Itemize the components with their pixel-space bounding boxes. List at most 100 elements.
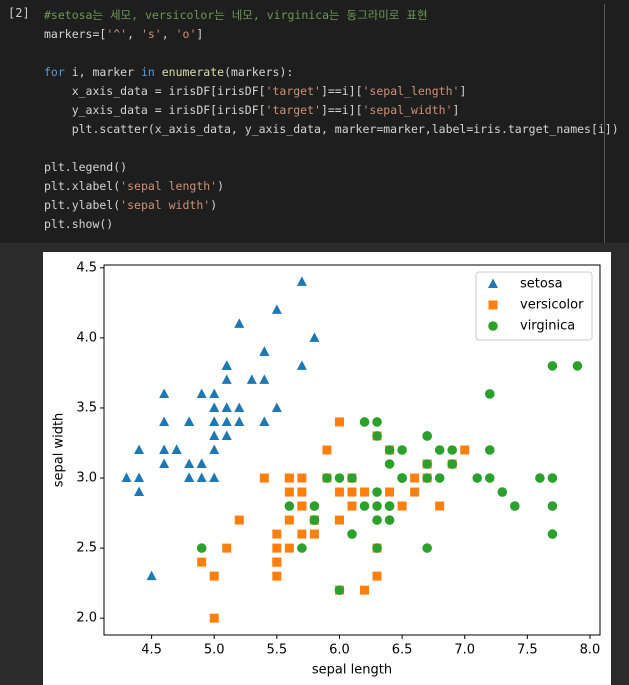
marker-triangle [159,416,170,426]
marker-circle [422,431,432,441]
marker-square [334,417,344,427]
marker-triangle [488,278,498,288]
marker-circle [309,501,320,511]
marker-circle [535,473,545,483]
marker-triangle [296,276,307,286]
marker-circle [372,515,382,525]
marker-square [284,487,294,497]
marker-circle [384,515,395,525]
marker-square [309,529,319,539]
marker-triangle [259,416,270,426]
marker-square [272,571,282,581]
marker-triangle [171,444,182,454]
x-tick-label: 8.0 [580,643,601,658]
marker-square [435,501,445,511]
marker-circle [334,585,345,595]
code-line: #setosa는 세모, versicolor는 네모, virginica는 … [44,8,428,22]
marker-triangle [159,388,170,398]
marker-circle [572,361,583,371]
marker-triangle [159,444,170,454]
marker-square [488,300,498,310]
marker-circle [484,389,495,399]
marker-circle [334,473,345,483]
marker-circle [488,321,498,331]
marker-square [297,473,307,483]
marker-triangle [209,402,220,412]
marker-square [272,529,282,539]
marker-triangle [221,374,232,384]
marker-triangle [146,570,157,581]
marker-square [259,473,269,483]
marker-triangle [221,416,232,426]
marker-triangle [121,472,132,483]
y-axis-label: sepal width [52,413,67,488]
legend-label: versicolor [520,298,584,313]
marker-square [360,487,370,497]
marker-circle [434,445,445,455]
marker-square [460,445,470,455]
marker-triangle [184,472,195,483]
marker-square [297,487,307,497]
marker-square [209,613,219,623]
divider [604,4,605,243]
code-line: for i, marker in enumerate(markers): [44,65,294,79]
code-line: plt.legend() [44,160,128,174]
marker-circle [372,501,382,511]
x-tick-label: 6.5 [392,643,413,658]
marker-triangle [134,444,145,454]
marker-circle [447,459,458,469]
marker-circle [196,543,207,553]
marker-triangle [259,374,270,384]
marker-triangle [259,346,270,356]
marker-square [284,473,294,483]
marker-triangle [134,472,145,483]
code-editor[interactable]: #setosa는 세모, versicolor는 네모, virginica는 … [44,6,619,234]
code-line: y_axis_data = irisDF[irisDF['target']==i… [44,103,460,117]
marker-square [222,543,232,553]
plot-frame [103,264,601,636]
legend-label: setosa [520,277,563,292]
marker-square [372,571,382,581]
marker-circle [422,459,432,469]
marker-square [272,543,282,553]
marker-circle [347,473,357,483]
marker-circle [422,543,432,553]
marker-triangle [221,430,232,440]
marker-circle [297,543,307,553]
marker-triangle [221,360,232,370]
legend: setosa versicolor virginica [475,271,593,341]
marker-square [334,487,344,497]
code-line: x_axis_data = irisDF[irisDF['target']==i… [44,84,467,98]
marker-circle [372,487,382,497]
code-line: markers=['^', 's', 'o'] [44,27,204,41]
marker-circle [359,501,370,511]
marker-square [347,487,357,497]
marker-triangle [184,458,195,469]
marker-square [284,515,294,525]
cell-prompt: [2] [8,6,30,20]
marker-triangle [159,458,170,469]
marker-circle [347,529,357,539]
marker-square [360,585,370,595]
marker-circle [397,473,407,483]
marker-circle [284,501,295,511]
marker-triangle [234,318,245,328]
marker-circle [547,529,558,539]
marker-triangle [221,402,232,412]
marker-square [297,529,307,539]
y-tick-label: 4.5 [76,260,97,275]
marker-circle [372,431,382,441]
marker-square [334,515,344,525]
chart: 4.5 5.0 5.5 6.0 6.5 7.0 7.5 8.0 2.0 2.5 3.0 3.5 4.0 4… [43,252,611,685]
y-tick-label: 3.0 [76,471,97,486]
marker-square [234,515,244,525]
legend-box [475,271,593,341]
x-tick-label: 7.0 [454,643,475,658]
marker-triangle [196,472,207,483]
marker-circle [434,473,445,483]
y-tick-label: 2.0 [76,611,97,626]
marker-square [397,501,407,511]
marker-triangle [209,430,220,440]
x-tick-label: 5.0 [204,643,225,658]
